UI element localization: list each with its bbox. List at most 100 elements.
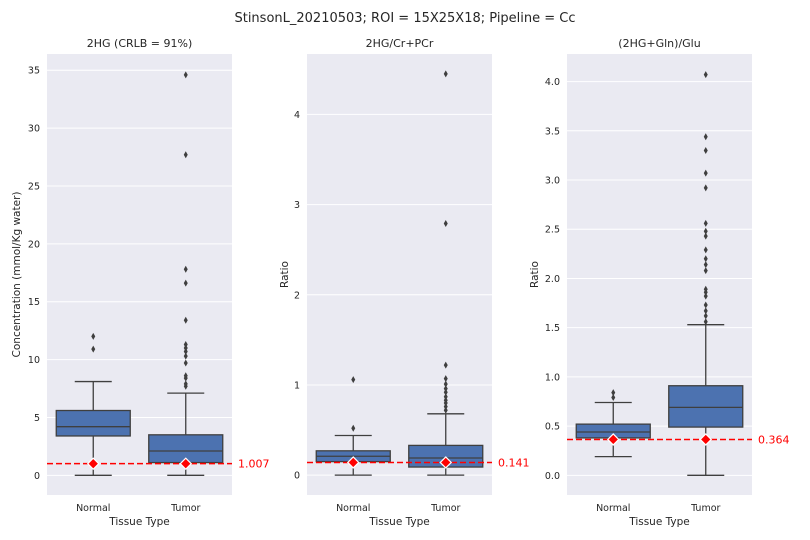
outlier-point <box>443 393 448 401</box>
y-tick-label: 3 <box>294 200 300 211</box>
y-tick-label: 4.0 <box>545 77 560 88</box>
y-tick-label: 0 <box>294 471 300 482</box>
outlier-point <box>443 403 448 411</box>
outlier-point <box>703 227 708 235</box>
outlier-point <box>703 292 708 300</box>
outlier-point <box>611 394 616 402</box>
plot-area <box>307 54 492 495</box>
box-iqr <box>668 385 744 428</box>
reference-value-label: 0.141 <box>498 456 530 469</box>
box-tumor <box>668 71 744 476</box>
outlier-point <box>183 341 188 349</box>
y-tick-label: 1.0 <box>545 372 560 383</box>
y-tick-label: 0.5 <box>545 422 560 433</box>
y-axis-label: Concentration (mmol/Kg water) <box>11 192 23 358</box>
outlier-point <box>183 151 188 159</box>
outlier-point <box>703 307 708 315</box>
subplot-title: (2HG+Gln)/Glu <box>618 37 700 50</box>
y-tick-label: 0.0 <box>545 471 560 482</box>
outlier-point <box>703 312 708 320</box>
reference-value-label: 0.364 <box>758 433 790 446</box>
y-tick-label: 30 <box>28 124 40 135</box>
outlier-point <box>183 380 188 388</box>
outlier-point <box>703 219 708 227</box>
x-axis-label: Tissue Type <box>628 516 690 528</box>
outlier-point <box>703 184 708 192</box>
figure-title: StinsonL_20210503; ROI = 15X25X18; Pipel… <box>234 11 575 26</box>
outlier-point <box>183 359 188 367</box>
x-tick-label: Tumor <box>170 503 200 514</box>
y-tick-label: 5 <box>34 413 40 424</box>
subplot-title: 2HG/Cr+PCr <box>366 37 434 50</box>
outlier-point <box>443 220 448 228</box>
x-axis-label: Tissue Type <box>108 516 170 528</box>
outlier-point <box>703 285 708 293</box>
box-iqr <box>55 409 131 437</box>
outlier-point <box>443 385 448 393</box>
outlier-point <box>183 352 188 360</box>
outlier-point <box>703 301 708 309</box>
outlier-point <box>351 424 356 432</box>
subplot-3: 0.0 0.5 1.0 1.5 2.0 2.5 3.0 3.5 4.0 Normal Tumor (2… <box>529 37 790 528</box>
x-axis-label: Tissue Type <box>368 516 430 528</box>
outlier-point <box>611 389 616 397</box>
x-tick-label: Normal <box>336 503 370 514</box>
y-tick-label: 25 <box>28 181 40 192</box>
subplot-2: 0 1 2 3 4 Normal Tumor 2HG/Cr+PCr Tissue Type Rat… <box>279 37 530 528</box>
y-tick-label: 1.5 <box>545 323 560 334</box>
outlier-point <box>443 380 448 388</box>
y-tick-label: 2.5 <box>545 225 560 236</box>
outlier-point <box>703 146 708 154</box>
outlier-point <box>703 232 708 240</box>
outlier-point <box>183 71 188 79</box>
y-tick-label: 3.5 <box>545 126 560 137</box>
outlier-point <box>703 71 708 79</box>
y-tick-label: 20 <box>28 239 40 250</box>
reference-marker <box>86 457 100 471</box>
y-tick-label: 15 <box>28 297 40 308</box>
reference-marker <box>439 456 453 469</box>
outlier-point <box>351 376 356 384</box>
outlier-point <box>703 255 708 263</box>
y-axis-label: Ratio <box>279 261 291 288</box>
outlier-point <box>443 70 448 78</box>
outlier-point <box>703 318 708 326</box>
outlier-point <box>183 279 188 287</box>
y-tick-label: 3.0 <box>545 176 560 187</box>
reference-marker <box>346 456 360 469</box>
y-tick-label: 2 <box>294 290 300 301</box>
outlier-point <box>703 169 708 177</box>
x-tick-label: Normal <box>596 503 630 514</box>
outlier-point <box>443 388 448 396</box>
y-tick-label: 4 <box>294 110 300 121</box>
outlier-point <box>183 316 188 324</box>
y-tick-label: 2.0 <box>545 274 560 285</box>
reference-value-label: 1.007 <box>238 458 270 471</box>
subplot-1: 0 5 10 15 20 25 30 35 Normal Tumor 2HG (CRLB = 91%… <box>11 37 270 528</box>
box-normal <box>575 389 651 458</box>
x-tick-label: Tumor <box>430 503 460 514</box>
x-tick-label: Tumor <box>690 503 720 514</box>
outlier-point <box>183 265 188 273</box>
outlier-point <box>91 332 96 340</box>
outlier-point <box>443 361 448 369</box>
outlier-point <box>703 261 708 269</box>
reference-marker <box>179 457 193 471</box>
outlier-point <box>443 375 448 383</box>
outlier-point <box>183 372 188 380</box>
reference-marker <box>699 433 713 446</box>
y-tick-label: 0 <box>34 471 40 482</box>
outlier-point <box>703 246 708 254</box>
outlier-point <box>443 406 448 414</box>
outlier-point <box>91 345 96 353</box>
y-tick-label: 35 <box>28 66 40 77</box>
y-tick-label: 10 <box>28 355 40 366</box>
outlier-point <box>703 133 708 141</box>
reference-marker <box>606 433 620 446</box>
outlier-point <box>443 396 448 404</box>
outlier-point <box>703 267 708 275</box>
y-axis-label: Ratio <box>529 261 541 288</box>
subplot-title: 2HG (CRLB = 91%) <box>87 37 193 50</box>
x-tick-label: Normal <box>76 503 110 514</box>
